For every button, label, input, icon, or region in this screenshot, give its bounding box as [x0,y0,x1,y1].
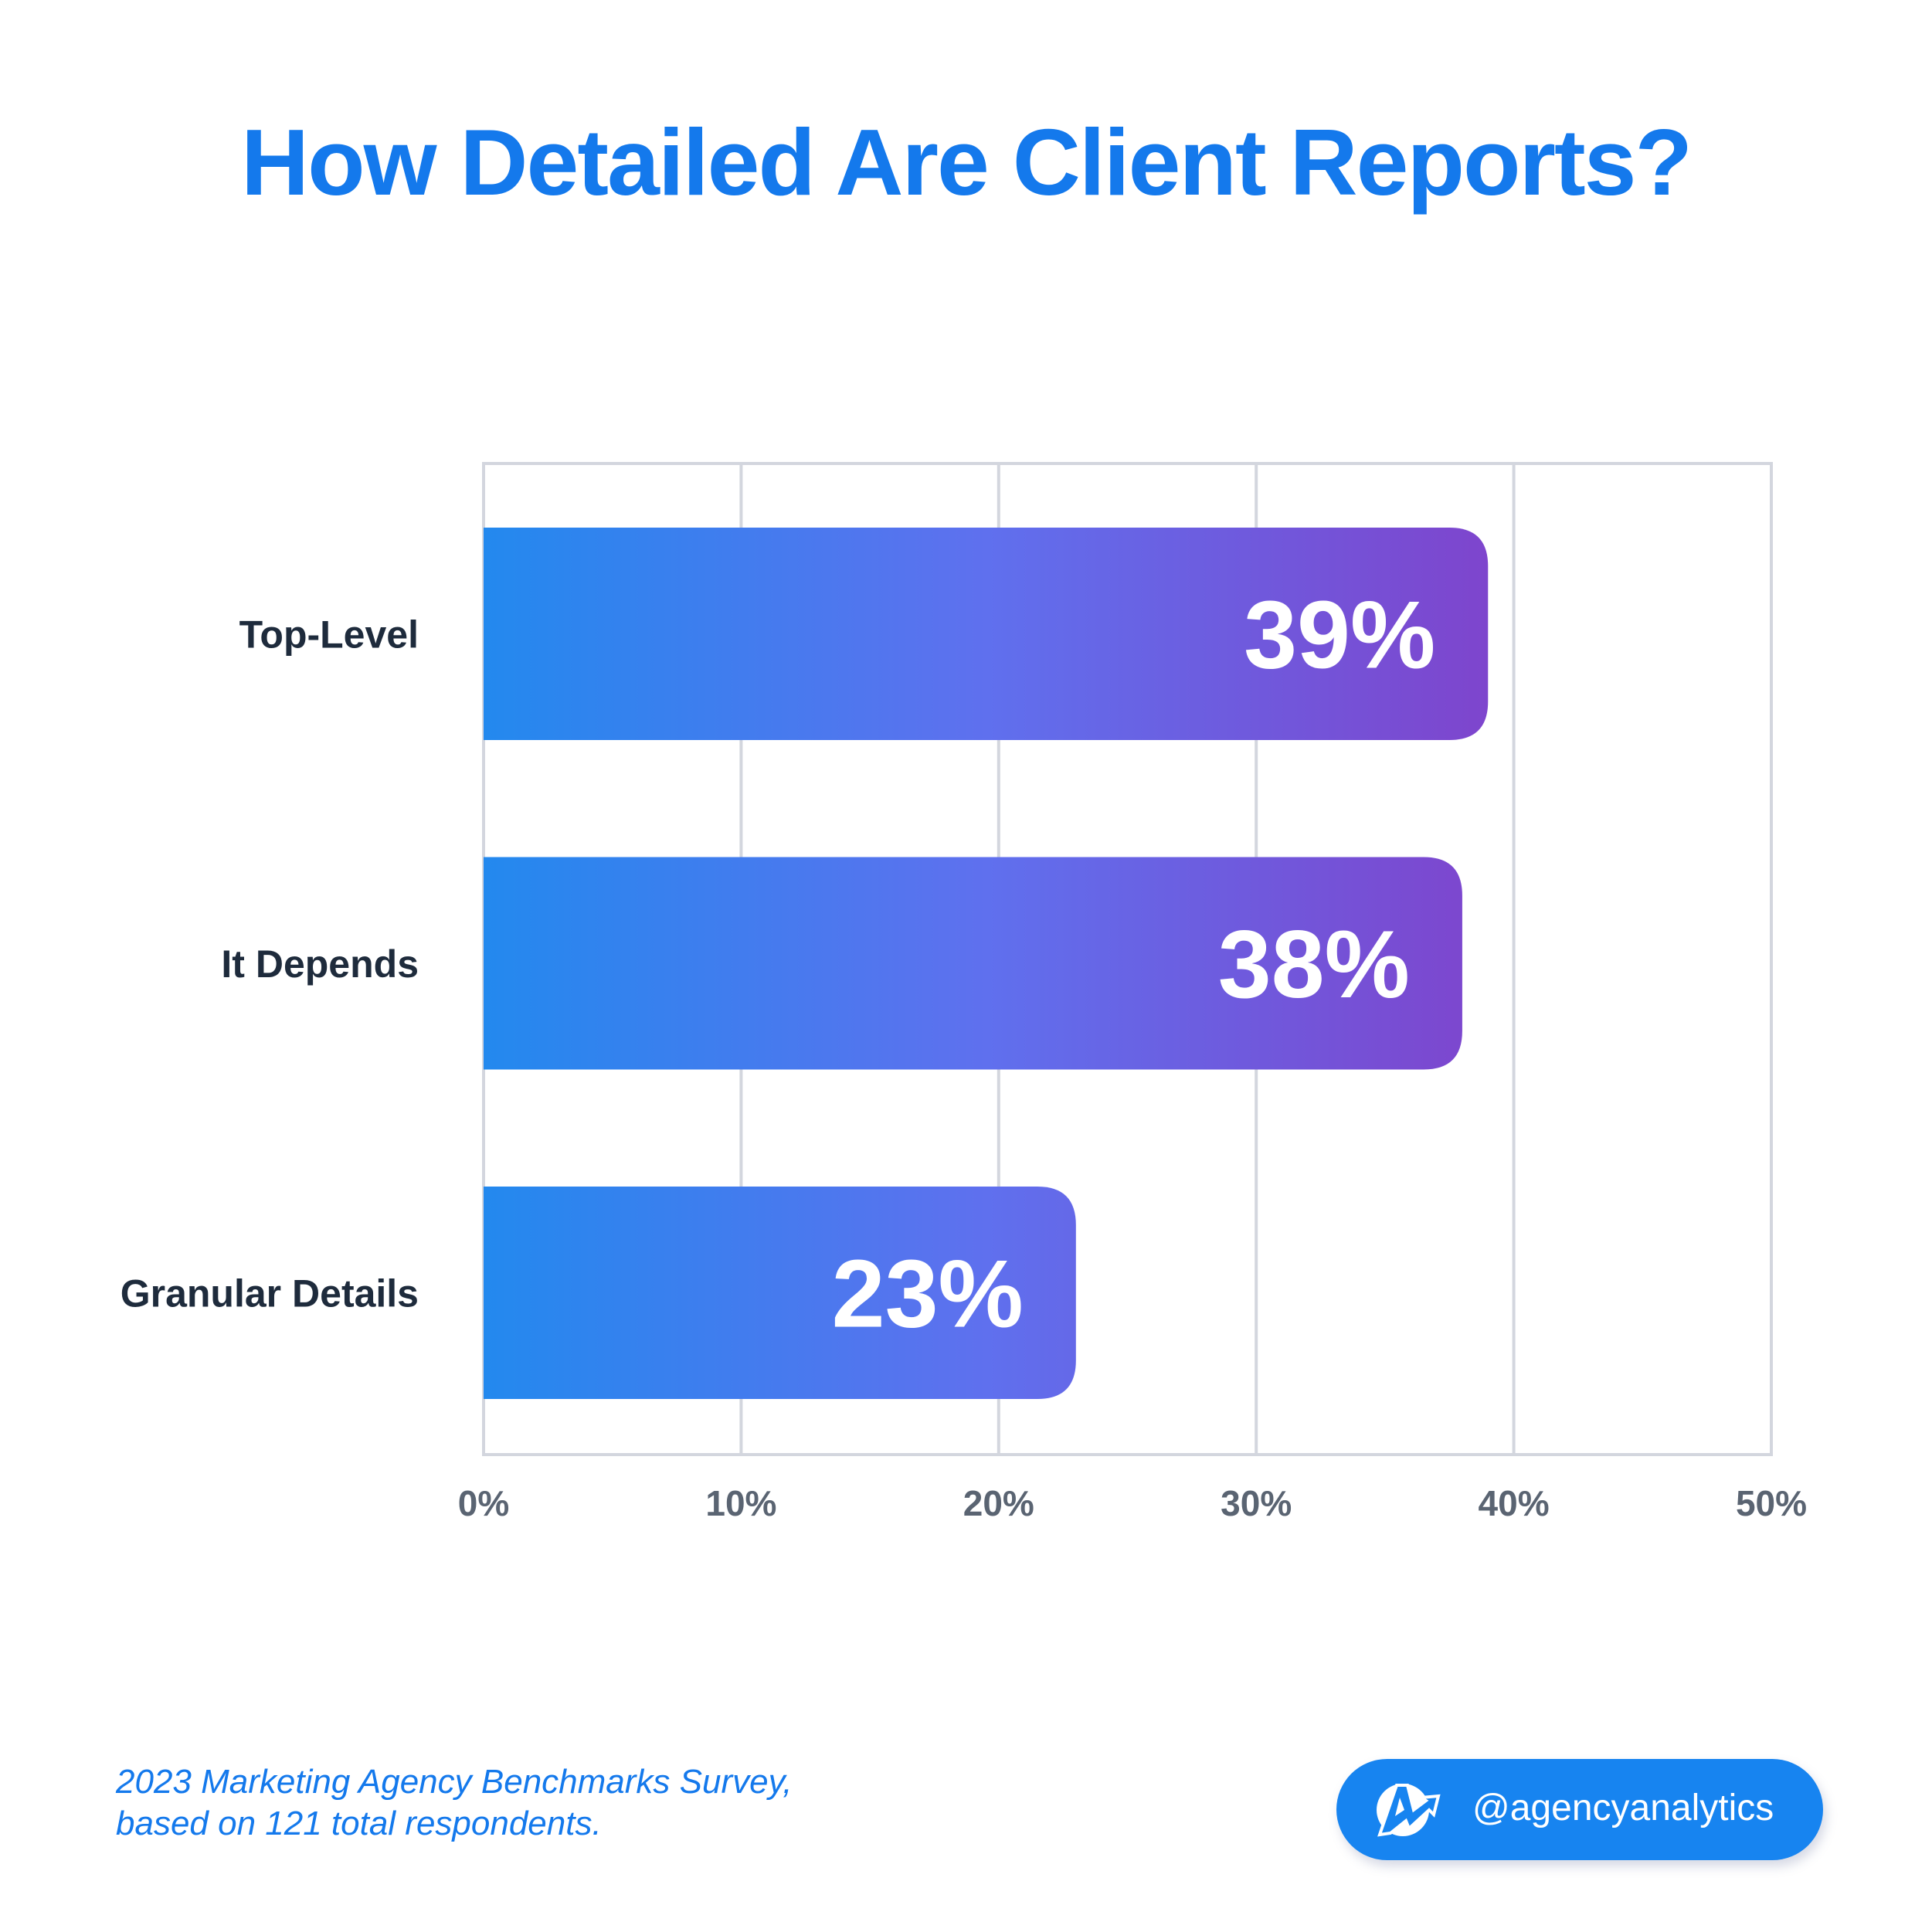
x-tick-label: 10% [705,1483,776,1523]
category-label: It Depends [221,942,419,986]
x-tick-label: 50% [1736,1483,1807,1523]
agencyanalytics-logo-icon [1377,1784,1441,1837]
category-label: Granular Details [121,1272,419,1316]
x-tick-label: 40% [1479,1483,1550,1523]
social-handle: @agencyanalytics [1472,1788,1774,1828]
source-note-line1: 2023 Marketing Agency Benchmarks Survey, [116,1763,793,1801]
bar [484,528,1489,740]
bar [484,1187,1076,1399]
source-note-line2: based on 121 total respondents. [116,1805,602,1842]
bar [484,857,1462,1070]
data-label: 39% [1244,582,1435,689]
data-label: 23% [832,1241,1024,1348]
x-tick-label: 20% [963,1483,1034,1523]
social-handle-badge[interactable]: @agencyanalytics [1336,1759,1823,1860]
data-label: 38% [1218,912,1410,1018]
chart-title: How Detailed Are Client Reports? [241,110,1693,215]
bar-chart: 0% 10% 20% 30% 40% 50% Top-Level 39% It Depends 3… [121,462,1807,1523]
x-tick-label: 0% [458,1483,509,1523]
category-label: Top-Level [239,613,419,657]
x-tick-label: 30% [1221,1483,1292,1523]
